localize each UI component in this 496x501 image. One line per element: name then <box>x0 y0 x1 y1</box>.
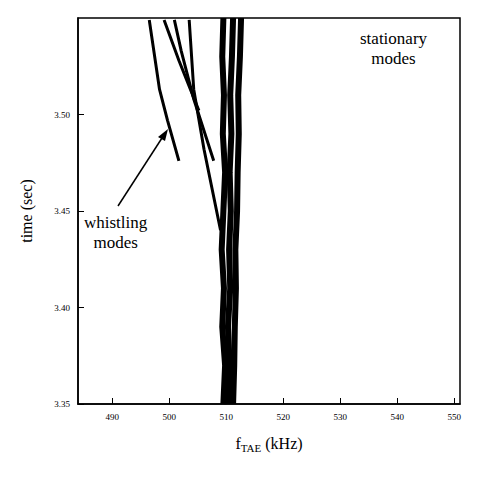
svg-text:(kHz): (kHz) <box>261 435 302 453</box>
svg-text:3.50: 3.50 <box>54 110 70 120</box>
svg-text:500: 500 <box>162 412 176 422</box>
svg-text:550: 550 <box>448 412 462 422</box>
svg-text:510: 510 <box>219 412 233 422</box>
svg-text:3.40: 3.40 <box>54 303 70 313</box>
svg-text:530: 530 <box>334 412 348 422</box>
svg-text:modes: modes <box>93 233 137 252</box>
svg-text:modes: modes <box>371 49 415 68</box>
svg-text:stationary: stationary <box>360 29 428 48</box>
svg-text:490: 490 <box>105 412 119 422</box>
svg-text:f: f <box>235 435 241 452</box>
svg-text:3.45: 3.45 <box>54 206 70 216</box>
svg-text:TAE: TAE <box>241 442 262 454</box>
svg-text:whistling: whistling <box>84 213 148 232</box>
svg-text:time (sec): time (sec) <box>18 179 36 243</box>
svg-text:520: 520 <box>277 412 291 422</box>
svg-text:540: 540 <box>391 412 405 422</box>
svg-text:3.35: 3.35 <box>54 399 70 409</box>
